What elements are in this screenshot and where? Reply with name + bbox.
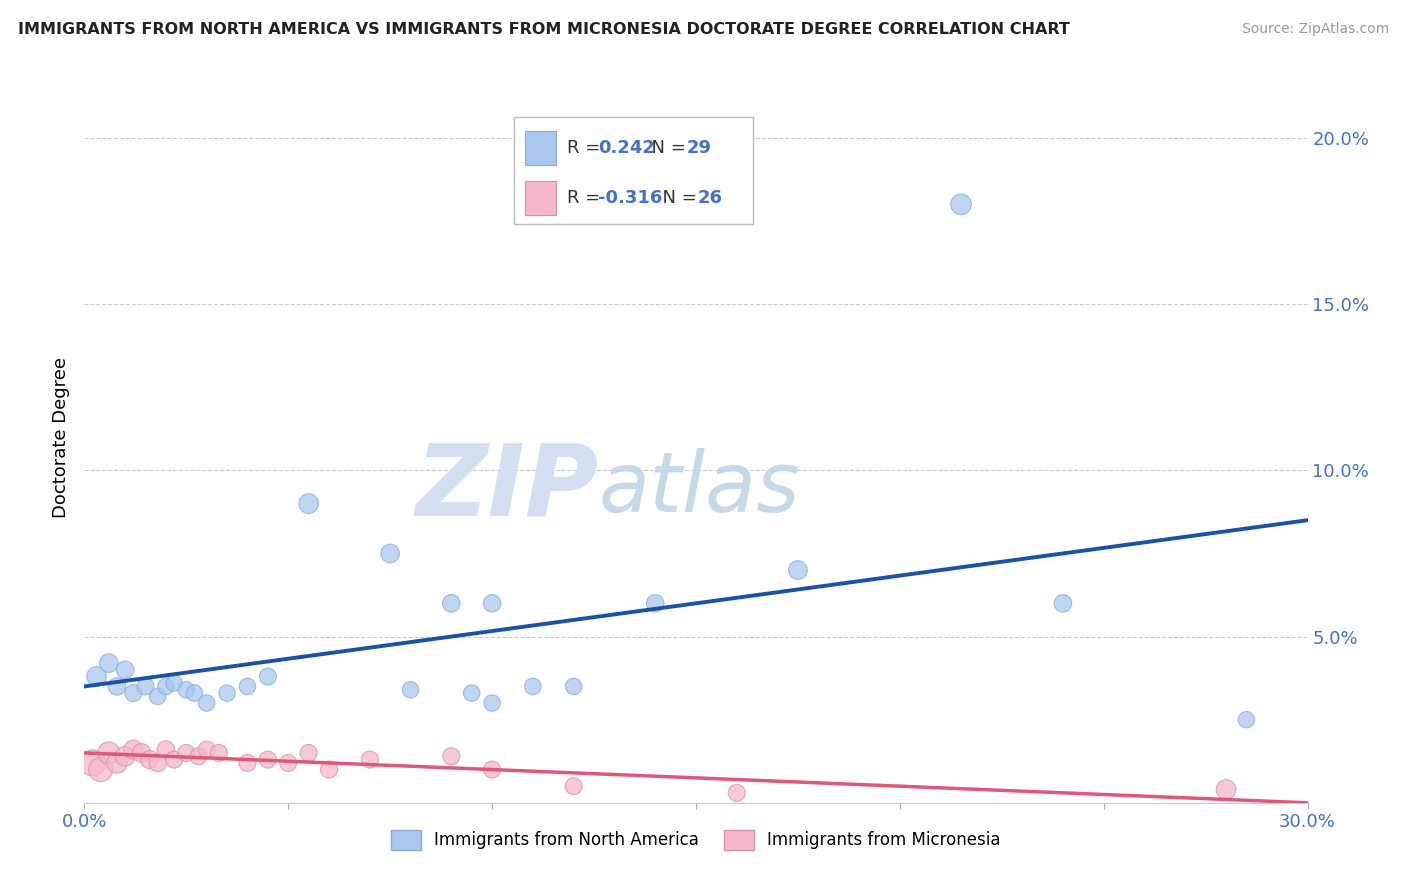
Point — [163, 676, 186, 690]
Point — [97, 746, 120, 760]
Point — [236, 756, 259, 770]
Point — [146, 690, 169, 704]
Point — [481, 763, 503, 777]
Y-axis label: Doctorate Degree: Doctorate Degree — [52, 357, 70, 517]
Point — [131, 746, 153, 760]
Text: N =: N = — [651, 189, 703, 207]
Legend: Immigrants from North America, Immigrants from Micronesia: Immigrants from North America, Immigrant… — [384, 823, 1008, 856]
Point — [236, 680, 259, 694]
Text: 26: 26 — [697, 189, 723, 207]
Point — [155, 680, 177, 694]
Point — [644, 596, 666, 610]
Point — [114, 749, 136, 764]
Point — [138, 753, 160, 767]
Point — [359, 753, 381, 767]
Point — [725, 786, 748, 800]
Point — [440, 596, 463, 610]
Point — [562, 779, 585, 793]
Point — [174, 746, 197, 760]
Point — [195, 742, 218, 756]
Point — [562, 680, 585, 694]
Text: ZIP: ZIP — [415, 440, 598, 537]
Point — [86, 669, 108, 683]
Text: N =: N = — [640, 139, 692, 157]
Point — [195, 696, 218, 710]
Point — [163, 753, 186, 767]
Point — [481, 596, 503, 610]
Point — [174, 682, 197, 697]
Point — [97, 656, 120, 670]
Point — [399, 682, 422, 697]
Point — [208, 746, 231, 760]
Point — [950, 197, 973, 211]
Point — [183, 686, 205, 700]
Text: -0.316: -0.316 — [598, 189, 662, 207]
Point — [481, 696, 503, 710]
Point — [135, 680, 157, 694]
Point — [122, 742, 145, 756]
Point — [90, 763, 112, 777]
Text: 29: 29 — [686, 139, 711, 157]
Point — [122, 686, 145, 700]
Point — [155, 742, 177, 756]
Point — [1052, 596, 1074, 610]
Point — [257, 669, 280, 683]
Point — [146, 756, 169, 770]
Point — [1236, 713, 1258, 727]
Point — [380, 546, 402, 560]
Text: R =: R = — [567, 139, 606, 157]
Point — [440, 749, 463, 764]
Point — [187, 749, 209, 764]
Point — [114, 663, 136, 677]
Point — [522, 680, 544, 694]
Text: atlas: atlas — [598, 448, 800, 529]
Point — [257, 753, 280, 767]
Point — [105, 756, 128, 770]
Text: Source: ZipAtlas.com: Source: ZipAtlas.com — [1241, 22, 1389, 37]
Point — [298, 746, 321, 760]
Point — [298, 497, 321, 511]
Point — [217, 686, 239, 700]
Point — [318, 763, 340, 777]
Point — [82, 756, 104, 770]
Point — [277, 756, 299, 770]
Point — [1215, 782, 1237, 797]
Text: 0.242: 0.242 — [598, 139, 655, 157]
Text: R =: R = — [567, 189, 606, 207]
Text: IMMIGRANTS FROM NORTH AMERICA VS IMMIGRANTS FROM MICRONESIA DOCTORATE DEGREE COR: IMMIGRANTS FROM NORTH AMERICA VS IMMIGRA… — [18, 22, 1070, 37]
Point — [787, 563, 810, 577]
Point — [105, 680, 128, 694]
Point — [461, 686, 484, 700]
